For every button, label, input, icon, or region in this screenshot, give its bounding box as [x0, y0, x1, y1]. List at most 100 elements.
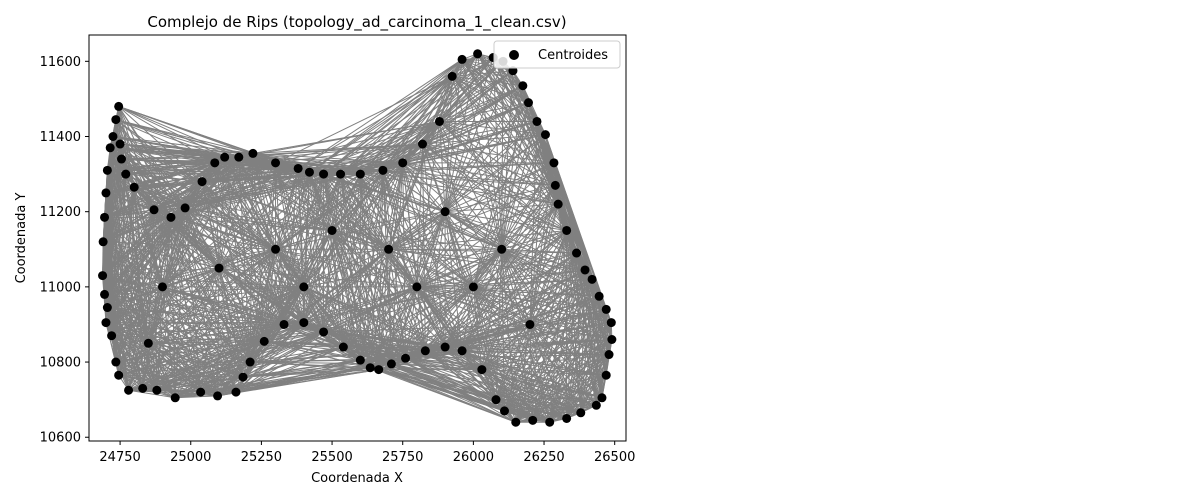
rips-edge — [104, 216, 172, 295]
plot-frame — [88, 34, 627, 442]
rips-edge — [331, 230, 418, 288]
rips-edge — [378, 369, 516, 423]
rips-edge — [416, 162, 555, 288]
rips-edge — [128, 187, 135, 391]
centroid-point — [549, 158, 559, 168]
rips-edge — [416, 278, 593, 288]
rips-edge — [162, 286, 304, 324]
centroid-point — [401, 353, 411, 363]
rips-edge — [309, 171, 502, 250]
rips-edge — [252, 152, 446, 213]
rips-edge — [218, 267, 251, 363]
rips-edge — [147, 209, 155, 344]
rips-edge — [184, 207, 220, 269]
rips-edge — [444, 211, 474, 288]
rips-edge — [252, 152, 403, 164]
rips-edge — [388, 203, 559, 250]
rips-edge — [115, 159, 123, 363]
rips-edge — [297, 168, 389, 250]
rips-edge — [238, 156, 277, 250]
rips-edge — [388, 121, 538, 250]
rips-edge — [360, 173, 446, 213]
rips-edge — [153, 162, 216, 211]
rips-edge — [275, 162, 305, 287]
rips-edge — [303, 143, 423, 288]
rips-edge — [444, 211, 463, 351]
rips-edge — [162, 286, 344, 348]
centroid-point — [293, 163, 303, 173]
rips-edge — [104, 143, 121, 295]
rips-edge — [472, 134, 546, 288]
centroid-point — [499, 406, 509, 416]
centroid-point — [108, 132, 118, 141]
rips-edge — [309, 171, 389, 250]
centroid-point — [336, 169, 346, 179]
rips-edge — [331, 230, 483, 370]
rips-edge — [201, 181, 389, 250]
rips-edge — [529, 269, 586, 325]
rips-edge — [388, 162, 555, 250]
rips-edge — [107, 307, 265, 342]
rips-edge — [174, 267, 220, 398]
rips-edge — [340, 59, 463, 175]
rips-edge — [378, 211, 446, 370]
rips-edge — [128, 209, 155, 391]
rips-edge — [382, 170, 474, 288]
rips-edge — [119, 143, 186, 209]
x-axis-label: Coordenada X — [311, 471, 403, 486]
rips-edge — [102, 143, 121, 276]
centroid-point — [447, 71, 457, 81]
rips-edge — [359, 173, 407, 359]
rips-edge — [501, 162, 555, 250]
rips-edge — [218, 267, 392, 365]
rips-edge — [148, 248, 276, 344]
rips-edge — [340, 173, 407, 359]
centroid-point — [197, 177, 207, 187]
rips-edge — [416, 286, 534, 421]
centroid-point — [102, 303, 112, 313]
rips-edge — [444, 162, 555, 213]
rips-edge — [162, 286, 244, 378]
rips-edge — [382, 70, 514, 171]
rips-edge — [303, 286, 406, 359]
rips-edge — [264, 322, 305, 342]
rips-edge — [121, 158, 276, 250]
centroid-point — [597, 393, 607, 403]
rips-edge — [472, 162, 555, 288]
x-axis-ticks: 24750 25000 25250 25500 25750 26000 26250 26500 — [99, 441, 635, 465]
centroid-point — [511, 417, 521, 427]
rips-edge — [148, 342, 344, 348]
rips-edge — [153, 209, 333, 231]
rips-edge — [444, 134, 546, 213]
rips-edge — [142, 343, 149, 389]
rips-edge — [162, 181, 203, 288]
rips-edge — [118, 105, 239, 158]
rips-edge — [275, 248, 426, 352]
rips-edge — [218, 248, 389, 269]
x-tick-label: 25750 — [382, 450, 423, 465]
centroid-point — [434, 116, 444, 126]
rips-edge — [422, 76, 453, 145]
rips-edge — [118, 105, 225, 158]
rips-edge — [416, 269, 586, 288]
centroid-point — [604, 350, 614, 360]
rips-edge — [501, 248, 612, 323]
rips-edge — [416, 286, 600, 297]
centroid-point — [386, 359, 396, 369]
rips-edge — [147, 217, 172, 344]
rips-edge — [382, 170, 418, 288]
rips-edge — [250, 361, 379, 371]
rips-edge — [133, 186, 305, 288]
centroid-point — [114, 101, 124, 111]
rips-edge — [125, 173, 276, 250]
y-axis-ticks: 10600 10800 11000 11200 11400 11600 — [40, 55, 89, 446]
centroid-point — [259, 336, 269, 346]
rips-edge — [111, 143, 121, 336]
rips-edge — [224, 156, 333, 231]
rips-edge — [275, 249, 325, 333]
rips-edge — [125, 173, 203, 183]
rips-edge — [303, 286, 426, 352]
rips-edge — [275, 248, 446, 348]
rips-edge — [115, 119, 254, 154]
